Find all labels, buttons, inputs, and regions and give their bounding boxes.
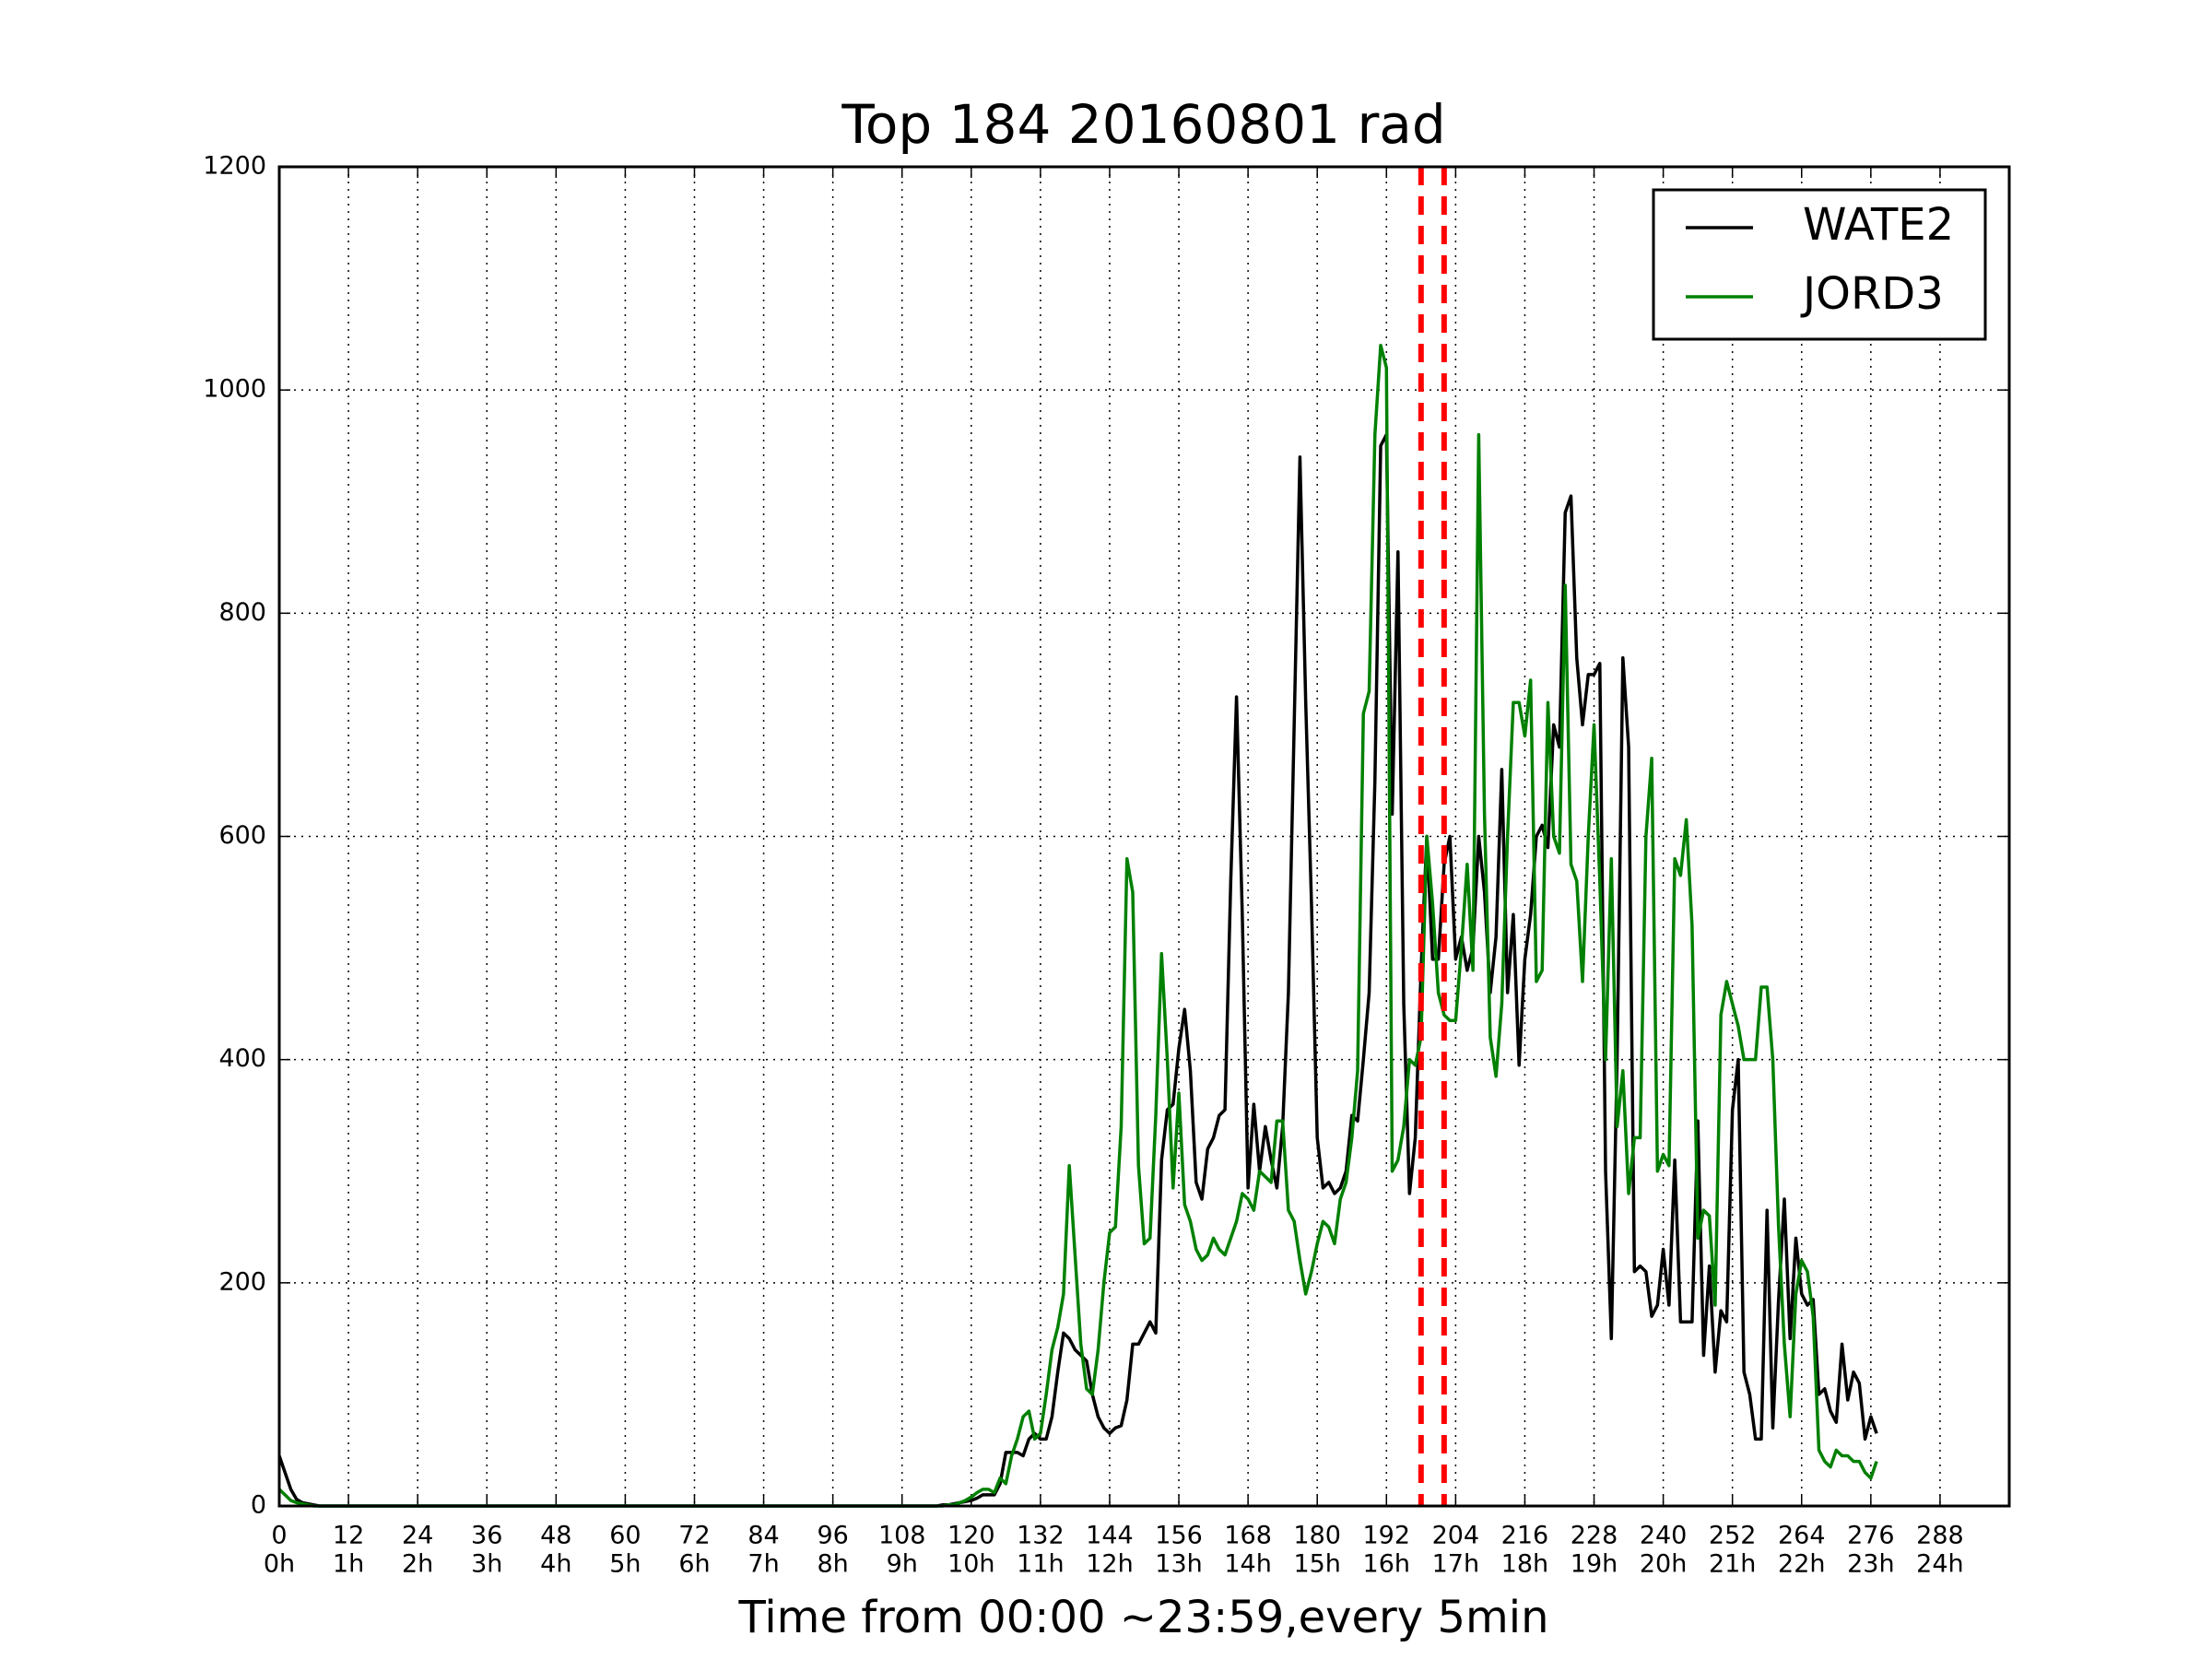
legend-label: JORD3 xyxy=(1800,268,1944,320)
y-tick-label: 200 xyxy=(218,1267,266,1296)
x-tick-hour: 18h xyxy=(1501,1550,1548,1579)
x-tick-label: 216 xyxy=(1501,1522,1549,1550)
x-tick-hour: 16h xyxy=(1363,1550,1410,1579)
x-tick-hour: 14h xyxy=(1224,1550,1271,1579)
x-tick-hour: 5h xyxy=(609,1550,641,1579)
x-tick-label: 72 xyxy=(678,1522,710,1550)
x-tick-hour: 2h xyxy=(402,1550,433,1579)
x-tick-hour: 17h xyxy=(1432,1550,1479,1579)
x-tick-hour: 11h xyxy=(1017,1550,1064,1579)
x-tick-hour: 1h xyxy=(333,1550,364,1579)
x-tick-label: 84 xyxy=(747,1522,779,1550)
x-tick-label: 12 xyxy=(333,1522,364,1550)
x-tick-label: 240 xyxy=(1640,1522,1688,1550)
x-tick-label: 96 xyxy=(817,1522,848,1550)
y-tick-label: 400 xyxy=(218,1044,266,1073)
x-tick-hour: 8h xyxy=(817,1550,848,1579)
chart-title: Top 184 20160801 rad xyxy=(841,93,1445,156)
x-tick-label: 24 xyxy=(402,1522,433,1550)
x-tick-label: 36 xyxy=(471,1522,502,1550)
x-tick-label: 276 xyxy=(1847,1522,1895,1550)
x-tick-label: 120 xyxy=(947,1522,995,1550)
y-tick-label: 1000 xyxy=(203,375,266,404)
plot-frame xyxy=(277,165,2011,1508)
x-tick-hour: 9h xyxy=(887,1550,918,1579)
y-tick-label: 0 xyxy=(251,1491,266,1520)
x-tick-label: 60 xyxy=(609,1522,641,1550)
x-tick-label: 168 xyxy=(1224,1522,1272,1550)
x-tick-hour: 13h xyxy=(1155,1550,1202,1579)
x-tick-hour: 4h xyxy=(540,1550,571,1579)
x-tick-hour: 6h xyxy=(678,1550,710,1579)
x-tick-label: 108 xyxy=(878,1522,926,1550)
x-tick-hour: 12h xyxy=(1086,1550,1133,1579)
x-tick-hour: 20h xyxy=(1640,1550,1687,1579)
y-tick-label: 1200 xyxy=(203,152,266,181)
x-tick-label: 228 xyxy=(1571,1522,1618,1550)
x-tick-hour: 7h xyxy=(747,1550,779,1579)
legend-box xyxy=(1652,188,1987,341)
x-tick-label: 252 xyxy=(1709,1522,1757,1550)
x-tick-label: 192 xyxy=(1363,1522,1411,1550)
x-tick-label: 264 xyxy=(1778,1522,1826,1550)
x-tick-label: 156 xyxy=(1155,1522,1203,1550)
x-tick-hour: 22h xyxy=(1778,1550,1825,1579)
x-tick-hour: 10h xyxy=(947,1550,994,1579)
x-tick-label: 180 xyxy=(1293,1522,1341,1550)
x-tick-hour: 3h xyxy=(471,1550,502,1579)
x-tick-label: 48 xyxy=(540,1522,571,1550)
y-tick-label: 600 xyxy=(218,821,266,850)
x-tick-label: 288 xyxy=(1916,1522,1964,1550)
x-tick-label: 132 xyxy=(1017,1522,1065,1550)
x-tick-hour: 0h xyxy=(264,1550,295,1579)
x-tick-hour: 24h xyxy=(1916,1550,1963,1579)
x-tick-hour: 23h xyxy=(1847,1550,1894,1579)
x-axis-label: Time from 00:00 ~23:59,every 5min xyxy=(738,1592,1549,1643)
x-tick-label: 0 xyxy=(271,1522,287,1550)
x-tick-label: 144 xyxy=(1086,1522,1134,1550)
x-tick-hour: 15h xyxy=(1293,1550,1340,1579)
y-tick-label: 800 xyxy=(218,598,266,627)
x-tick-label: 204 xyxy=(1432,1522,1480,1550)
x-tick-hour: 19h xyxy=(1571,1550,1618,1579)
legend-label: WATE2 xyxy=(1803,199,1954,251)
x-tick-hour: 21h xyxy=(1709,1550,1756,1579)
